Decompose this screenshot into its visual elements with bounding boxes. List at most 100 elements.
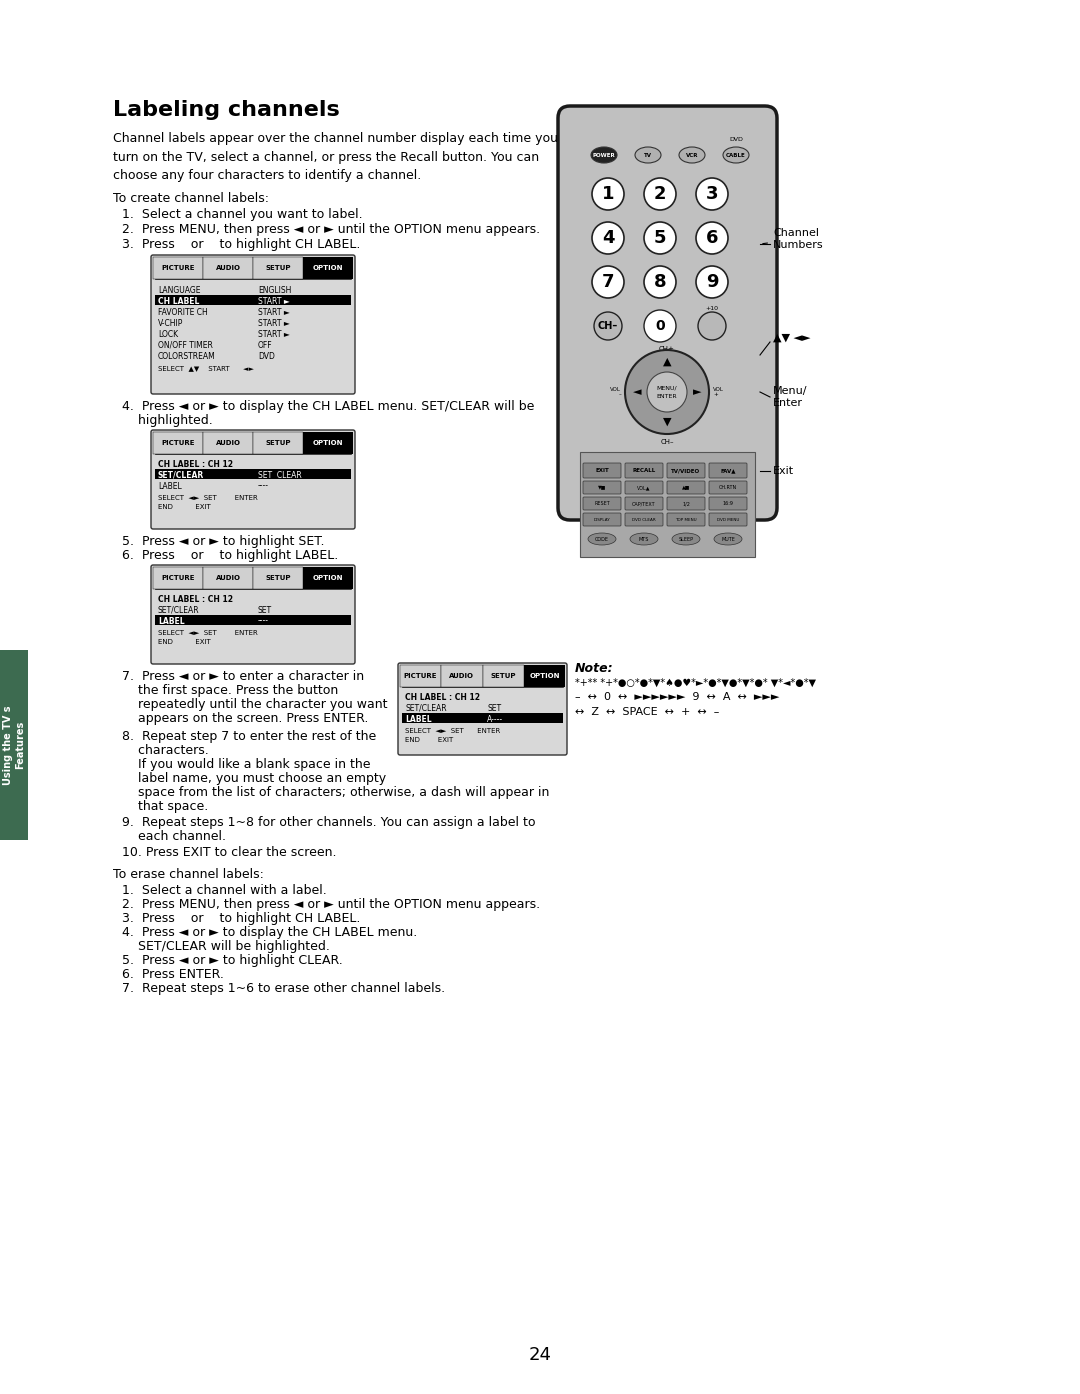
Text: A----: A---- [487,715,503,723]
FancyBboxPatch shape [151,429,355,528]
Text: MUTE: MUTE [721,537,734,541]
Text: CH–: CH– [660,439,674,445]
Bar [253,567,303,590]
Text: DVD CLEAR: DVD CLEAR [632,517,656,521]
Text: V-CHIP: V-CHIP [158,318,184,328]
Text: AUDIO: AUDIO [216,574,241,581]
Text: SELECT  ◄►  SET      ENTER: SELECT ◄► SET ENTER [405,728,500,735]
Text: 5.  Press ◄ or ► to highlight CLEAR.: 5. Press ◄ or ► to highlight CLEAR. [122,953,342,967]
Text: ----: ---- [258,481,269,491]
Text: 7.  Press ◄ or ► to enter a character in: 7. Press ◄ or ► to enter a character in [122,671,364,683]
Text: END          EXIT: END EXIT [158,505,211,510]
Text: 8: 8 [653,273,666,291]
Text: Exit: Exit [773,466,794,475]
Text: 2.  Press MENU, then press ◄ or ► until the OPTION menu appears.: 2. Press MENU, then press ◄ or ► until t… [122,898,540,912]
Bar [156,296,351,305]
Text: 2: 2 [653,185,666,204]
Text: each channel.: each channel. [122,829,226,843]
Text: CH.RTN: CH.RTN [719,485,738,491]
Text: FAV▲: FAV▲ [720,468,735,473]
FancyBboxPatch shape [399,664,567,756]
Bar [253,432,303,454]
Text: START ►: START ► [258,329,289,339]
Text: appears on the screen. Press ENTER.: appears on the screen. Press ENTER. [122,712,368,725]
Text: VCR: VCR [686,152,699,158]
Circle shape [644,266,676,298]
Bar [203,432,253,454]
Circle shape [644,309,676,342]
Text: LABEL: LABEL [158,616,185,626]
Text: 9.  Repeat steps 1~8 for other channels. You can assign a label to: 9. Repeat steps 1~8 for other channels. … [122,815,536,829]
Text: SETUP: SETUP [490,673,516,679]
Text: SLEEP: SLEEP [678,537,693,541]
Text: VOL▲: VOL▲ [637,485,651,491]
Text: CH LABEL: CH LABEL [158,297,200,305]
Text: EXIT: EXIT [595,468,609,473]
Text: ↔  Z  ↔  SPACE  ↔  +  ↔  –: ↔ Z ↔ SPACE ↔ + ↔ – [575,707,719,717]
Text: 24: 24 [528,1347,552,1363]
Text: PICTURE: PICTURE [161,265,194,270]
Text: SELECT  ▲▼    START      ◄►: SELECT ▲▼ START ◄► [158,365,254,371]
Text: 1.  Select a channel with a label.: 1. Select a channel with a label. [122,884,327,896]
Text: LABEL: LABEL [158,481,181,491]
FancyBboxPatch shape [708,481,747,493]
Text: TV: TV [644,152,652,158]
Text: TV/VIDEO: TV/VIDEO [672,468,701,473]
Circle shape [625,350,708,434]
FancyBboxPatch shape [151,565,355,664]
Text: OPTION: OPTION [529,673,559,679]
Text: CABLE: CABLE [726,152,746,158]
Text: DISPLAY: DISPLAY [594,517,610,521]
Text: SET/CLEAR: SET/CLEAR [158,471,204,480]
Text: CH LABEL : CH 12: CH LABEL : CH 12 [405,693,480,703]
Bar [524,665,565,687]
Text: MTS: MTS [638,537,649,541]
Text: DVD: DVD [258,351,275,361]
Text: 16:9: 16:9 [723,500,733,506]
Text: SETUP: SETUP [266,574,291,581]
Text: MENU/: MENU/ [657,386,677,390]
Text: ▼■: ▼■ [598,485,606,491]
Text: the first space. Press the button: the first space. Press the button [122,684,338,697]
Text: 8.  Repeat step 7 to enter the rest of the: 8. Repeat step 7 to enter the rest of th… [122,730,376,743]
Text: CH LABEL : CH 12: CH LABEL : CH 12 [158,460,233,468]
Text: 7.  Repeat steps 1~6 to erase other channel labels.: 7. Repeat steps 1~6 to erase other chann… [122,981,445,995]
Text: 10. Press EXIT to clear the screen.: 10. Press EXIT to clear the screen. [122,846,337,859]
Text: repeatedly until the character you want: repeatedly until the character you want [122,698,388,711]
Text: ----: ---- [258,616,269,626]
Text: Note:: Note: [575,662,613,675]
Ellipse shape [723,146,750,163]
Text: CAP/TEXT: CAP/TEXT [632,500,656,506]
Text: START ►: START ► [258,308,289,316]
Bar [153,432,203,454]
Bar [580,452,755,558]
Circle shape [592,178,624,210]
Text: highlighted.: highlighted. [122,414,213,427]
Text: LABEL: LABEL [405,715,432,723]
Text: SET/CLEAR: SET/CLEAR [405,704,447,712]
FancyBboxPatch shape [667,513,705,526]
Ellipse shape [635,146,661,163]
Circle shape [696,178,728,210]
Text: ▲▼ ◄►: ▲▼ ◄► [773,333,810,343]
Text: LANGUAGE: LANGUAGE [158,286,201,294]
Text: ◄: ◄ [633,388,642,397]
Bar [400,665,442,687]
FancyBboxPatch shape [583,498,621,510]
Bar [153,256,203,279]
Bar [303,567,353,590]
Bar [483,665,524,687]
Text: 1.  Select a channel you want to label.: 1. Select a channel you want to label. [122,208,363,222]
Bar [153,567,203,590]
Text: RECALL: RECALL [633,468,656,473]
Bar [303,432,353,454]
Ellipse shape [672,533,700,545]
Text: 3: 3 [705,185,718,204]
FancyBboxPatch shape [625,463,663,478]
FancyBboxPatch shape [667,481,705,493]
Text: COLORSTREAM: COLORSTREAM [158,351,216,361]
Text: START ►: START ► [258,318,289,328]
Circle shape [696,266,728,298]
Text: 3.  Press    or    to highlight CH LABEL.: 3. Press or to highlight CH LABEL. [122,912,361,926]
Text: 3.  Press    or    to highlight CH LABEL.: 3. Press or to highlight CH LABEL. [122,238,361,251]
